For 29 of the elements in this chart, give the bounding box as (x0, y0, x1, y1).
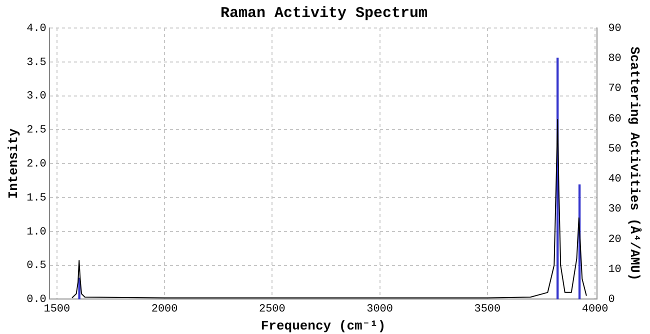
y-tick-label: 1.0 (26, 226, 46, 238)
y2-tick-label: 0 (608, 294, 615, 306)
y-axis-title: Intensity (6, 128, 22, 199)
x-tick-label: 3500 (474, 304, 501, 316)
y2-tick-label: 70 (608, 83, 622, 96)
y2-tick-label: 40 (608, 174, 622, 186)
x-tick-label: 2500 (258, 304, 286, 316)
x-tick-label: 4000 (582, 304, 608, 316)
y-tick-label: 0.0 (26, 294, 46, 306)
y-tick-label: 3.0 (26, 90, 46, 103)
y-tick-label: 0.5 (26, 260, 46, 272)
x-tick-label: 3000 (366, 304, 394, 316)
chart-title: Raman Activity Spectrum (220, 4, 428, 22)
y-tick-label: 2.0 (26, 158, 46, 171)
x-axis-title: Frequency (cm⁻¹) (260, 318, 386, 334)
y2-axis-title: Scattering Activities (Å⁴/AMU) (626, 46, 642, 281)
y2-tick-label: 50 (608, 143, 622, 156)
y2-tick-label: 90 (608, 22, 622, 35)
y-tick-label: 4.0 (26, 22, 46, 35)
y-tick-label: 3.5 (26, 56, 46, 69)
y2-tick-label: 30 (608, 204, 622, 216)
y-tick-label: 1.5 (26, 192, 46, 204)
y2-tick-label: 60 (608, 113, 622, 126)
y2-tick-label: 80 (608, 53, 622, 66)
x-tick-label: 1500 (44, 304, 70, 316)
y-tick-label: 2.5 (26, 124, 46, 137)
y2-tick-label: 10 (608, 264, 622, 276)
y2-tick-label: 20 (608, 234, 622, 246)
x-tick-label: 2000 (151, 304, 178, 316)
